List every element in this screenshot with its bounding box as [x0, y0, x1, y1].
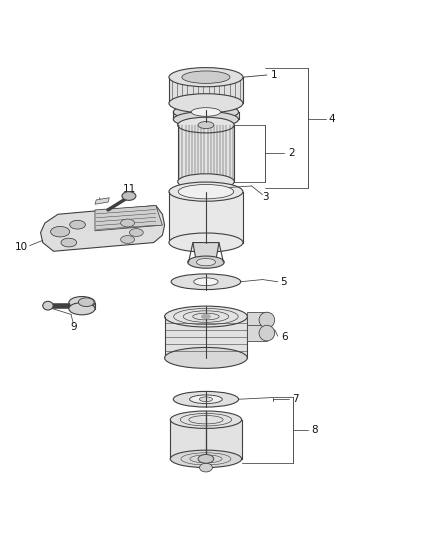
- Polygon shape: [95, 206, 162, 231]
- Ellipse shape: [178, 117, 234, 133]
- Text: 11: 11: [122, 184, 136, 194]
- Polygon shape: [178, 125, 234, 182]
- Ellipse shape: [170, 411, 242, 429]
- Ellipse shape: [173, 391, 239, 407]
- Ellipse shape: [78, 298, 94, 306]
- Ellipse shape: [182, 71, 230, 83]
- Polygon shape: [169, 192, 243, 243]
- Ellipse shape: [165, 306, 247, 327]
- Polygon shape: [247, 312, 267, 328]
- Ellipse shape: [187, 256, 224, 268]
- Ellipse shape: [201, 186, 212, 190]
- Ellipse shape: [169, 182, 243, 201]
- Text: 7: 7: [292, 394, 298, 404]
- Polygon shape: [41, 206, 165, 251]
- Ellipse shape: [173, 104, 239, 120]
- Ellipse shape: [169, 68, 243, 87]
- Ellipse shape: [190, 395, 222, 403]
- Text: 8: 8: [311, 425, 318, 435]
- Ellipse shape: [194, 184, 218, 192]
- Ellipse shape: [194, 278, 218, 286]
- Text: 4: 4: [328, 114, 336, 124]
- Ellipse shape: [200, 463, 212, 472]
- Ellipse shape: [198, 455, 214, 463]
- Ellipse shape: [169, 233, 243, 252]
- Ellipse shape: [120, 219, 134, 227]
- Text: 10: 10: [14, 242, 28, 252]
- Ellipse shape: [165, 348, 247, 368]
- Text: 9: 9: [70, 321, 77, 332]
- Ellipse shape: [173, 111, 239, 127]
- Polygon shape: [169, 77, 243, 103]
- Ellipse shape: [259, 325, 275, 341]
- Ellipse shape: [43, 301, 53, 310]
- Ellipse shape: [169, 94, 243, 113]
- Ellipse shape: [178, 184, 234, 199]
- Ellipse shape: [69, 303, 95, 315]
- Ellipse shape: [170, 450, 242, 467]
- Polygon shape: [95, 198, 110, 204]
- Polygon shape: [170, 419, 242, 459]
- Ellipse shape: [129, 229, 143, 237]
- Polygon shape: [247, 325, 267, 341]
- Text: 5: 5: [280, 277, 286, 287]
- Ellipse shape: [201, 314, 211, 319]
- Text: 6: 6: [281, 333, 287, 342]
- Ellipse shape: [259, 312, 275, 328]
- Text: 3: 3: [262, 192, 269, 202]
- Ellipse shape: [122, 192, 136, 200]
- Polygon shape: [165, 317, 247, 358]
- Ellipse shape: [199, 397, 212, 401]
- Ellipse shape: [61, 238, 77, 247]
- Ellipse shape: [50, 227, 70, 237]
- Polygon shape: [69, 303, 95, 309]
- Polygon shape: [193, 243, 219, 262]
- Ellipse shape: [70, 220, 85, 229]
- Ellipse shape: [196, 259, 215, 266]
- Text: 1: 1: [270, 70, 277, 80]
- Polygon shape: [173, 112, 239, 119]
- Ellipse shape: [178, 174, 234, 189]
- Ellipse shape: [120, 236, 134, 244]
- Ellipse shape: [171, 274, 241, 289]
- Ellipse shape: [69, 296, 95, 309]
- Text: 2: 2: [288, 148, 294, 158]
- Ellipse shape: [198, 122, 214, 128]
- Ellipse shape: [191, 108, 221, 116]
